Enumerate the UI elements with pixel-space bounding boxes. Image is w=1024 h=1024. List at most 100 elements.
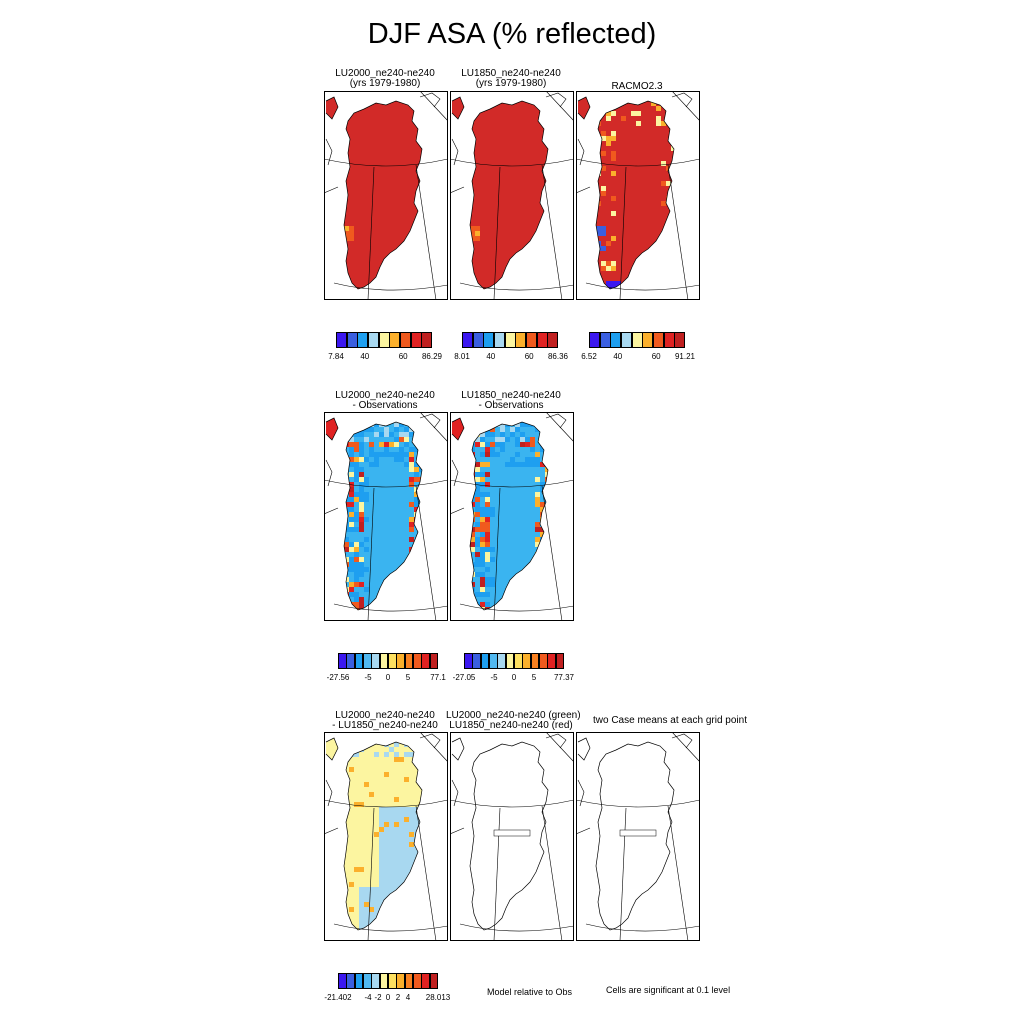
- map-panel: [450, 412, 574, 621]
- panel-title-line1: RACMO2.3: [611, 81, 663, 92]
- map-panel: [450, 732, 574, 941]
- colorbar-tick-label: 91.21: [674, 352, 696, 361]
- panel-title-r2c1: LU2000_ne240-ne240 - Observations: [320, 391, 450, 411]
- colorbar-tick-label: 60: [398, 352, 408, 361]
- colorbar-tick-label: 77.37: [553, 673, 575, 682]
- colorbar-swatch: [663, 332, 675, 348]
- colorbar-tick-label: 7.84: [328, 352, 344, 361]
- colorbar-swatch: [536, 332, 548, 348]
- colorbar-swatch: [410, 332, 422, 348]
- colorbar-swatch: [354, 653, 364, 669]
- data-grid: [344, 422, 422, 610]
- colorbar-swatch: [505, 653, 515, 669]
- colorbar-swatch: [494, 332, 506, 348]
- map-panel: [576, 732, 700, 941]
- colorbar-tick-label: 0: [385, 993, 391, 1002]
- colorbar-swatch: [379, 973, 389, 989]
- colorbar-tick-label: 2: [395, 993, 401, 1002]
- colorbar-tick-label: 28.013: [425, 993, 451, 1002]
- map-panel: [324, 91, 448, 300]
- colorbar-swatch: [631, 332, 643, 348]
- figure-title: DJF ASA (% reflected): [367, 18, 657, 50]
- panel-title-line2: - Observations: [352, 400, 418, 411]
- colorbar: 8.01 40 60 86.36: [454, 332, 568, 364]
- colorbar-swatch: [599, 332, 611, 348]
- colorbar: 7.84 40 60 86.29: [328, 332, 442, 364]
- colorbar-tick-label: 40: [360, 352, 370, 361]
- colorbar-swatch: [547, 332, 559, 348]
- colorbar-tick-label: 0: [511, 673, 517, 682]
- colorbar-tick-label: -27.56: [326, 673, 350, 682]
- colorbar-tick-label: 77.1: [430, 673, 446, 682]
- colorbar-swatch: [480, 653, 490, 669]
- colorbar-swatch: [504, 332, 516, 348]
- panel-title-line1: LU2000_ne240-ne240 (green): [446, 710, 581, 721]
- colorbar-tick-label: 5: [531, 673, 537, 682]
- colorbar: -27.56 -5 0 5 77.1: [327, 653, 446, 685]
- colorbar-swatch: [530, 653, 540, 669]
- colorbar-swatch: [555, 653, 565, 669]
- colorbar-swatch: [346, 332, 358, 348]
- colorbar-swatch: [404, 653, 414, 669]
- colorbar-tick-label: 86.36: [547, 352, 569, 361]
- colorbar-tick-label: 60: [651, 352, 661, 361]
- colorbar-tick-label: 6.52: [581, 352, 597, 361]
- colorbar-swatch: [610, 332, 622, 348]
- colorbar: -21.402 -4 -2 0 2 4 28.013: [324, 973, 450, 1005]
- panel-title-r2c2: LU1850_ne240-ne240 - Observations: [446, 391, 576, 411]
- panel-title-line2: - LU1850_ne240-ne240: [332, 720, 438, 731]
- colorbar: 6.52 40 60 91.21: [581, 332, 695, 364]
- colorbar-swatch: [379, 653, 389, 669]
- panel-title-line1: LU2000_ne240-ne240: [335, 710, 435, 721]
- colorbar-swatch: [336, 332, 348, 348]
- panel-title-line2: (yrs 1979-1980): [349, 78, 421, 89]
- colorbar-tick-label: 8.01: [454, 352, 470, 361]
- panel-title-line2: LU1850_ne240-ne240 (red): [449, 720, 573, 731]
- map-panel: [324, 732, 448, 941]
- panel-title-line1: two Case means at each grid point: [593, 715, 747, 726]
- colorbar-swatch: [429, 653, 439, 669]
- panel-title-line1: LU1850_ne240-ne240: [461, 68, 561, 79]
- colorbar-tick-label: -5: [490, 673, 498, 682]
- colorbar-tick-label: 60: [524, 352, 534, 361]
- model-relative-note: Model relative to Obs: [487, 987, 573, 997]
- colorbar-swatch: [389, 332, 401, 348]
- map-panel: [324, 412, 448, 621]
- colorbar-swatch: [421, 332, 433, 348]
- colorbar-swatch: [621, 332, 633, 348]
- colorbar-tick-label: -21.402: [324, 993, 352, 1002]
- colorbar-swatch: [357, 332, 369, 348]
- colorbar-swatch: [642, 332, 654, 348]
- panel-title-line2: - Observations: [478, 400, 544, 411]
- significance-note: Cells are significant at 0.1 level: [606, 985, 731, 995]
- panel-title-line1: LU2000_ne240-ne240: [335, 390, 435, 401]
- panel-title-r1c1: LU2000_ne240-ne240 (yrs 1979-1980): [320, 69, 450, 89]
- colorbar-tick-label: -27.05: [452, 673, 476, 682]
- colorbar-swatch: [354, 973, 364, 989]
- colorbar-swatch: [378, 332, 390, 348]
- panel-title-r3c1: LU2000_ne240-ne240 - LU1850_ne240-ne240: [320, 711, 450, 731]
- map-panel: [576, 91, 700, 300]
- colorbar-tick-label: 86.29: [421, 352, 443, 361]
- colorbar-tick-label: -4: [364, 993, 372, 1002]
- colorbar-swatch: [653, 332, 665, 348]
- colorbar-swatch: [429, 973, 439, 989]
- colorbar-tick-label: -2: [374, 993, 382, 1002]
- panel-title-line1: LU2000_ne240-ne240: [335, 68, 435, 79]
- colorbar: -27.05 -5 0 5 77.37: [453, 653, 574, 685]
- colorbar-tick-label: 40: [613, 352, 623, 361]
- colorbar-tick-label: 5: [405, 673, 411, 682]
- colorbar-tick-label: 0: [385, 673, 391, 682]
- panel-title-line1: LU1850_ne240-ne240: [461, 390, 561, 401]
- colorbar-swatch: [515, 332, 527, 348]
- colorbar-tick-label: -5: [364, 673, 372, 682]
- colorbar-swatch: [674, 332, 686, 348]
- colorbar-swatch: [472, 332, 484, 348]
- colorbar-swatch: [368, 332, 380, 348]
- colorbar-tick-label: 40: [486, 352, 496, 361]
- colorbar-tick-label: 4: [405, 993, 411, 1002]
- colorbar-swatch: [462, 332, 474, 348]
- panel-title-r1c3: RACMO2.3: [572, 82, 702, 92]
- colorbar-swatch: [526, 332, 538, 348]
- panel-title-r3c2: LU2000_ne240-ne240 (green) LU1850_ne240-…: [446, 710, 581, 731]
